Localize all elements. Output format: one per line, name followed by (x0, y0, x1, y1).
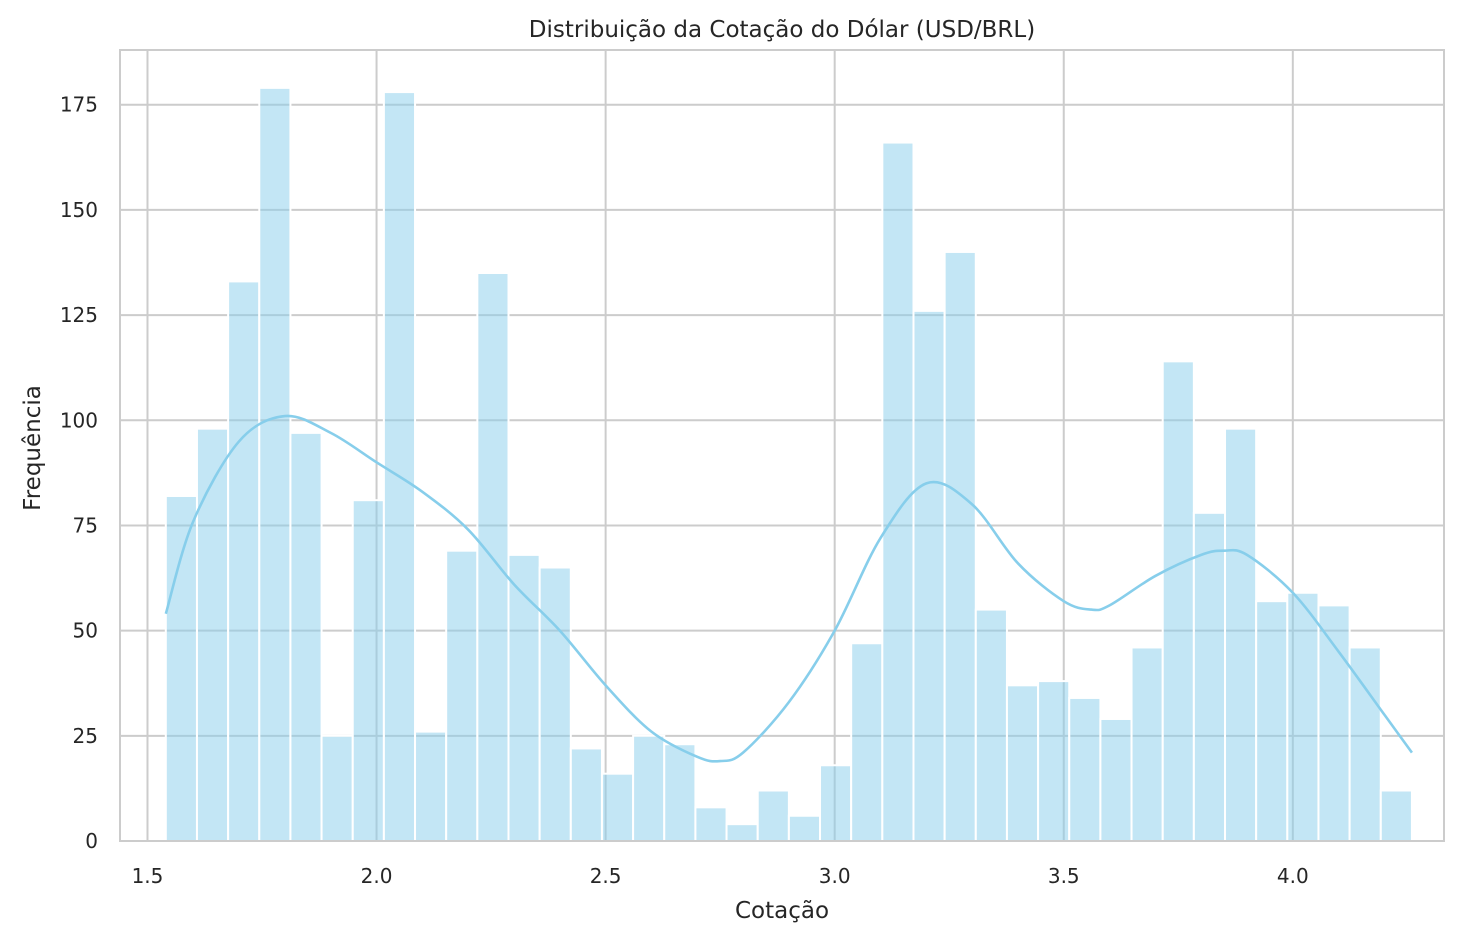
histogram-bar (819, 764, 853, 842)
y-tick-label: 0 (85, 829, 98, 853)
histogram-bar (632, 734, 666, 843)
histogram-bar (600, 772, 635, 842)
histogram-bar (289, 431, 323, 842)
y-tick-label: 125 (60, 303, 98, 327)
histogram-bar (881, 141, 915, 842)
x-tick-label: 2.5 (590, 864, 622, 888)
histogram-bar (227, 280, 261, 843)
histogram-bar (725, 823, 759, 843)
x-tick-label: 4.0 (1277, 864, 1309, 888)
histogram-bar (258, 86, 292, 843)
histogram-bar (320, 734, 354, 843)
histogram-bar (663, 743, 697, 842)
histogram-bar (974, 608, 1008, 843)
kde-curve (164, 414, 1413, 763)
histogram-bar (164, 494, 198, 842)
x-tick-label: 3.5 (1048, 864, 1080, 888)
histogram-bar (1005, 684, 1040, 842)
histogram-bar (943, 250, 977, 842)
histogram-bar (694, 806, 728, 843)
y-tick-label: 75 (73, 513, 98, 537)
histogram-bar (912, 309, 946, 842)
histogram-bar (1224, 427, 1258, 842)
histogram-bar (1286, 591, 1320, 842)
histogram-bar (1317, 604, 1351, 843)
histogram-bar (1130, 646, 1164, 843)
y-tick-label: 175 (60, 93, 98, 117)
histogram-bar (1348, 646, 1382, 843)
x-tick-labels: 1.5 2.0 2.5 3.0 3.5 4.0 (132, 864, 1309, 888)
histogram-bar (1099, 717, 1133, 843)
y-tick-label: 50 (73, 619, 98, 643)
y-axis-label: Frequência (20, 385, 46, 511)
chart-title: Distribuição da Cotação do Dólar (USD/BR… (529, 17, 1035, 43)
x-tick-label: 3.0 (819, 864, 851, 888)
histogram-bar (507, 553, 541, 842)
plot-frame (119, 49, 1445, 842)
histogram-bar (756, 789, 790, 842)
histogram-bar (569, 747, 603, 842)
histogram-bars (164, 86, 1413, 843)
histogram-bar (1255, 600, 1289, 842)
histogram-bar (1161, 360, 1195, 842)
histogram-bar (1037, 680, 1071, 842)
histogram-bar (382, 91, 417, 843)
y-tick-label: 25 (73, 724, 98, 748)
histogram-bar (414, 730, 448, 842)
histogram-bar (787, 814, 822, 842)
x-tick-label: 2.0 (361, 864, 393, 888)
histogram-bar (351, 499, 385, 842)
histogram-bar (538, 566, 572, 842)
x-axis-label: Cotação (735, 898, 829, 924)
x-tick-label: 1.5 (132, 864, 164, 888)
histogram-bar (1192, 511, 1227, 842)
y-tick-labels: 0 25 50 75 100 125 150 175 (60, 93, 98, 853)
y-tick-label: 100 (60, 408, 98, 432)
histogram-bar (445, 549, 479, 842)
histogram-bar (1379, 789, 1413, 842)
histogram-bar (195, 427, 230, 842)
histogram-bar (850, 642, 884, 842)
histogram-bar (1068, 696, 1102, 843)
y-tick-label: 150 (60, 198, 98, 222)
